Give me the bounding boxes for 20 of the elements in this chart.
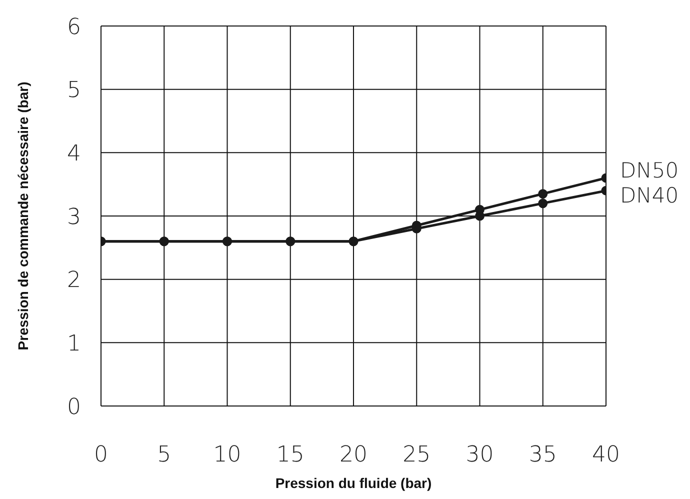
y-tick-label: 1 bbox=[67, 331, 81, 356]
y-tick-label: 5 bbox=[67, 78, 81, 104]
x-tick-label: 5 bbox=[157, 442, 172, 468]
y-tick-label: 2 bbox=[67, 268, 81, 294]
y-tick-label: 4 bbox=[67, 141, 81, 166]
x-tick-label: 25 bbox=[402, 442, 431, 468]
x-tick-label: 20 bbox=[340, 442, 368, 468]
x-tick-label: 0 bbox=[94, 442, 108, 468]
y-tick-label: 6 bbox=[67, 14, 81, 40]
x-tick-label: 15 bbox=[276, 442, 304, 468]
x-tick-label: 40 bbox=[592, 442, 620, 468]
y-axis-title: Pression de commande nécessaire (bar) bbox=[14, 82, 31, 350]
x-tick-label: 10 bbox=[213, 442, 242, 468]
x-tick-label: 35 bbox=[528, 442, 557, 468]
x-tick-label: 30 bbox=[466, 442, 494, 468]
y-tick-label: 3 bbox=[67, 204, 81, 230]
series-label: DN50 bbox=[620, 158, 679, 183]
y-tick-label: 0 bbox=[67, 394, 81, 420]
series-label: DN40 bbox=[620, 183, 679, 208]
x-axis-title: Pression du fluide (bar) bbox=[275, 475, 432, 491]
